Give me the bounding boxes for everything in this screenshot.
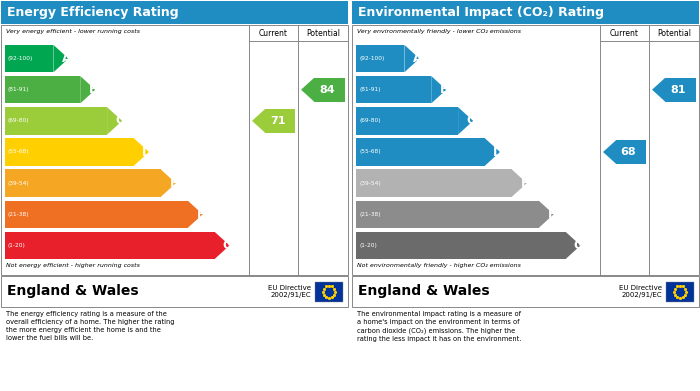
Bar bbox=[315, 282, 343, 301]
Text: D: D bbox=[493, 145, 503, 158]
Polygon shape bbox=[431, 76, 447, 103]
Polygon shape bbox=[53, 45, 69, 72]
Bar bbox=[352, 25, 699, 275]
Text: D: D bbox=[142, 145, 152, 158]
Bar bbox=[356, 45, 405, 72]
Bar bbox=[356, 201, 539, 228]
Polygon shape bbox=[107, 107, 122, 135]
Polygon shape bbox=[161, 169, 176, 197]
Text: (55-68): (55-68) bbox=[359, 149, 381, 154]
Bar bbox=[265, 109, 295, 133]
Polygon shape bbox=[188, 201, 203, 228]
Text: (55-68): (55-68) bbox=[8, 149, 29, 154]
Text: (21-38): (21-38) bbox=[8, 212, 29, 217]
Text: 84: 84 bbox=[319, 85, 335, 95]
Bar bbox=[356, 232, 566, 259]
Text: Not energy efficient - higher running costs: Not energy efficient - higher running co… bbox=[6, 263, 140, 268]
Text: (1-20): (1-20) bbox=[8, 243, 26, 248]
Polygon shape bbox=[214, 232, 230, 259]
Bar bbox=[5, 45, 53, 72]
Bar bbox=[314, 78, 345, 102]
Text: G: G bbox=[573, 239, 583, 252]
Bar bbox=[356, 138, 485, 166]
Text: (21-38): (21-38) bbox=[359, 212, 381, 217]
Text: A: A bbox=[62, 52, 71, 65]
Text: 81: 81 bbox=[670, 85, 686, 95]
Polygon shape bbox=[539, 201, 554, 228]
Bar bbox=[352, 1, 699, 24]
Text: (92-100): (92-100) bbox=[359, 56, 384, 61]
Bar bbox=[665, 78, 696, 102]
Text: E: E bbox=[169, 177, 178, 190]
Text: (39-54): (39-54) bbox=[8, 181, 29, 186]
Polygon shape bbox=[458, 107, 473, 135]
Bar bbox=[666, 282, 694, 301]
Text: Potential: Potential bbox=[306, 29, 340, 38]
Text: (69-80): (69-80) bbox=[8, 118, 29, 123]
Bar bbox=[1, 1, 348, 24]
Text: F: F bbox=[197, 208, 204, 221]
Text: 71: 71 bbox=[270, 116, 286, 126]
Text: F: F bbox=[547, 208, 556, 221]
Text: E: E bbox=[521, 177, 528, 190]
Text: B: B bbox=[440, 83, 449, 96]
Text: G: G bbox=[223, 239, 232, 252]
Bar bbox=[1, 276, 348, 307]
Text: England & Wales: England & Wales bbox=[7, 285, 139, 298]
Bar bbox=[356, 107, 458, 135]
Text: Energy Efficiency Rating: Energy Efficiency Rating bbox=[7, 6, 178, 19]
Text: England & Wales: England & Wales bbox=[358, 285, 489, 298]
Text: (39-54): (39-54) bbox=[359, 181, 381, 186]
Text: Potential: Potential bbox=[657, 29, 691, 38]
Bar bbox=[1, 25, 348, 275]
Text: EU Directive
2002/91/EC: EU Directive 2002/91/EC bbox=[268, 285, 311, 298]
Text: C: C bbox=[466, 114, 475, 127]
Text: (1-20): (1-20) bbox=[359, 243, 377, 248]
Text: Not environmentally friendly - higher CO₂ emissions: Not environmentally friendly - higher CO… bbox=[357, 263, 521, 268]
Text: (81-91): (81-91) bbox=[359, 87, 381, 92]
Bar bbox=[356, 169, 512, 197]
Polygon shape bbox=[512, 169, 527, 197]
Bar bbox=[5, 76, 80, 103]
Text: The energy efficiency rating is a measure of the
overall efficiency of a home. T: The energy efficiency rating is a measur… bbox=[6, 311, 174, 341]
Text: The environmental impact rating is a measure of
a home's impact on the environme: The environmental impact rating is a mea… bbox=[357, 311, 522, 341]
Text: Environmental Impact (CO₂) Rating: Environmental Impact (CO₂) Rating bbox=[358, 6, 604, 19]
Bar bbox=[352, 276, 699, 307]
Polygon shape bbox=[301, 78, 314, 102]
Polygon shape bbox=[134, 138, 149, 166]
Bar bbox=[5, 201, 188, 228]
Polygon shape bbox=[252, 109, 265, 133]
Polygon shape bbox=[485, 138, 500, 166]
Text: C: C bbox=[116, 114, 125, 127]
Bar bbox=[5, 169, 161, 197]
Text: A: A bbox=[412, 52, 422, 65]
Text: Current: Current bbox=[610, 29, 639, 38]
Text: B: B bbox=[89, 83, 97, 96]
Polygon shape bbox=[652, 78, 665, 102]
Text: (92-100): (92-100) bbox=[8, 56, 34, 61]
Polygon shape bbox=[603, 140, 616, 164]
Bar bbox=[5, 138, 134, 166]
Text: (81-91): (81-91) bbox=[8, 87, 29, 92]
Polygon shape bbox=[566, 232, 580, 259]
Text: (69-80): (69-80) bbox=[359, 118, 381, 123]
Text: Very environmentally friendly - lower CO₂ emissions: Very environmentally friendly - lower CO… bbox=[357, 29, 521, 34]
Text: 68: 68 bbox=[621, 147, 636, 157]
Polygon shape bbox=[405, 45, 419, 72]
Text: Current: Current bbox=[259, 29, 288, 38]
Bar bbox=[356, 76, 431, 103]
Text: Very energy efficient - lower running costs: Very energy efficient - lower running co… bbox=[6, 29, 140, 34]
Polygon shape bbox=[80, 76, 95, 103]
Bar bbox=[5, 107, 107, 135]
Bar bbox=[5, 232, 214, 259]
Bar bbox=[616, 140, 646, 164]
Text: EU Directive
2002/91/EC: EU Directive 2002/91/EC bbox=[619, 285, 662, 298]
